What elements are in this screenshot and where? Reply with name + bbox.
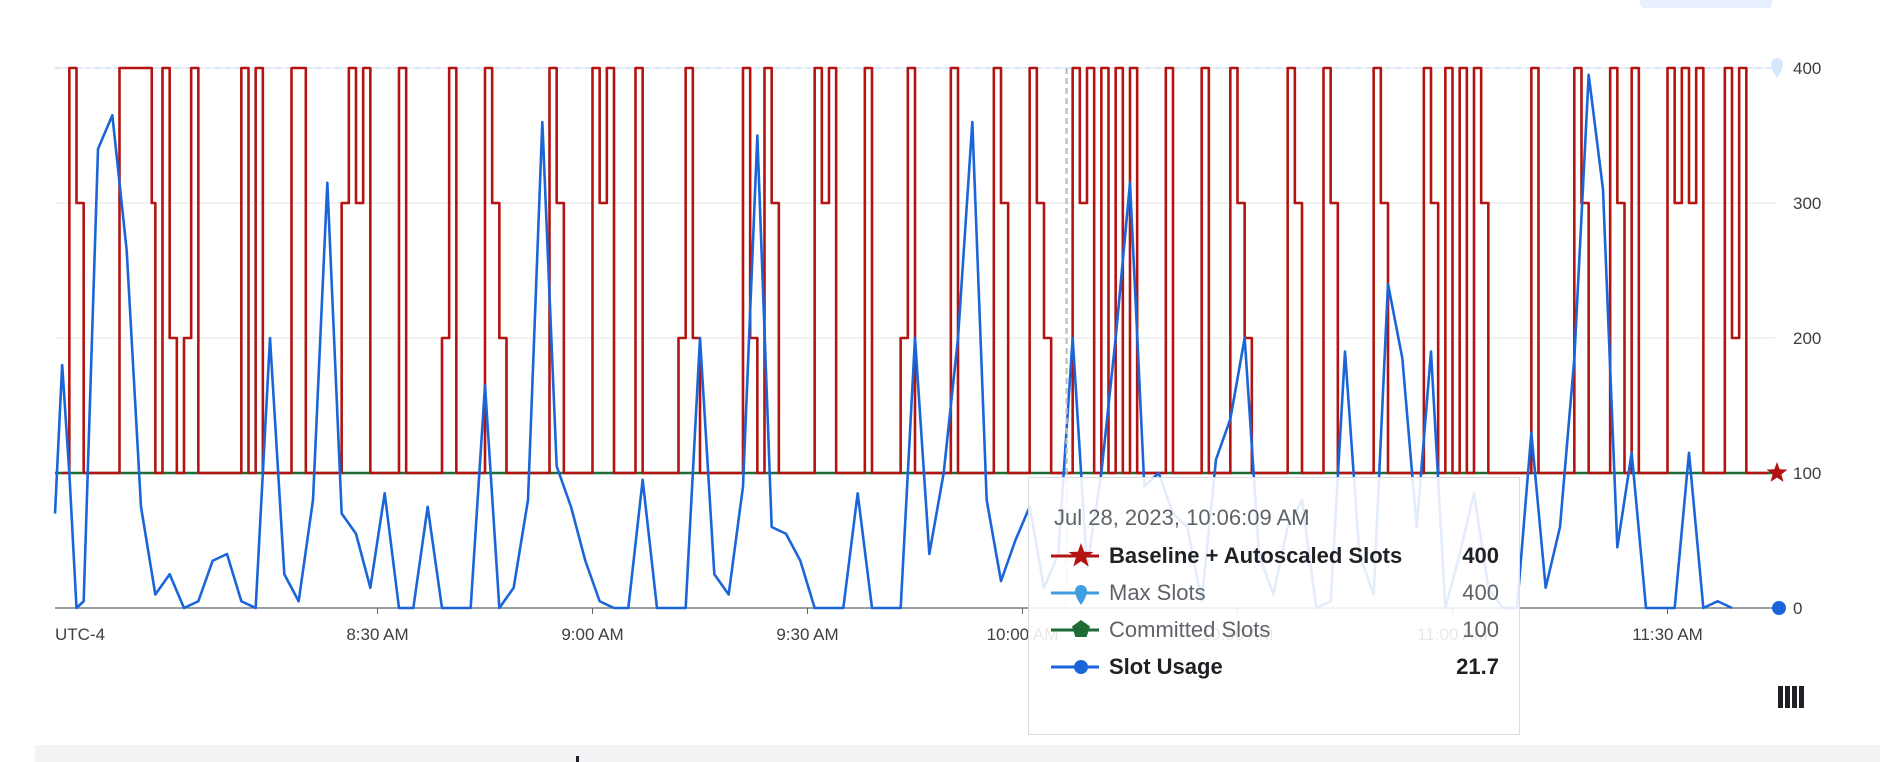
tooltip-series-value: 21.7 — [1456, 654, 1499, 679]
y-tick-label: 100 — [1793, 464, 1821, 483]
tooltip-row-committed-slots: Committed Slots 100 — [1051, 614, 1499, 646]
tooltip-row-baseline: Baseline + Autoscaled Slots 400 — [1051, 540, 1499, 572]
text-cursor — [576, 756, 579, 762]
tooltip-series-name: Slot Usage — [1109, 654, 1223, 679]
tooltip-series-value: 400 — [1462, 543, 1499, 568]
tooltip-timestamp: Jul 28, 2023, 10:06:09 AM — [1054, 505, 1310, 530]
y-tick-label: 200 — [1793, 329, 1821, 348]
tooltip-series-name: Max Slots — [1109, 580, 1206, 605]
series-baseline-autoscaled-line[interactable] — [62, 66, 1768, 475]
columns-icon[interactable] — [1778, 686, 1804, 708]
tooltip-series-name: Baseline + Autoscaled Slots — [1109, 543, 1403, 568]
baseline-end-marker — [1766, 462, 1788, 482]
x-tick-label: 9:30 AM — [776, 625, 838, 644]
tooltip-row-slot-usage: Slot Usage 21.7 — [1051, 651, 1499, 683]
y-tick-label: 0 — [1793, 599, 1802, 618]
tooltip-series-value: 100 — [1462, 617, 1499, 642]
chart-tooltip: Jul 28, 2023, 10:06:09 AM Baseline + Aut… — [1028, 477, 1520, 735]
top-tab-indicator[interactable] — [1640, 0, 1772, 8]
tooltip-series-value: 400 — [1462, 580, 1499, 605]
x-tick-label: 11:30 AM — [1632, 625, 1703, 644]
y-tick-label: 300 — [1793, 194, 1821, 213]
y-tick-label: 400 — [1793, 59, 1821, 78]
slot-usage-end-marker — [1772, 601, 1786, 615]
bottom-panel — [35, 745, 1880, 762]
pin-icon — [1051, 585, 1099, 605]
x-tick-label: 9:00 AM — [561, 625, 623, 644]
tooltip-series-name: Committed Slots — [1109, 617, 1271, 642]
timezone-label: UTC-4 — [55, 625, 105, 644]
tooltip-row-max-slots: Max Slots 400 — [1051, 577, 1499, 609]
x-tick-label: 8:30 AM — [346, 625, 408, 644]
star-icon — [1051, 543, 1099, 567]
circle-icon — [1051, 660, 1099, 674]
pentagon-icon — [1051, 620, 1099, 637]
max-slots-end-marker — [1771, 58, 1783, 78]
